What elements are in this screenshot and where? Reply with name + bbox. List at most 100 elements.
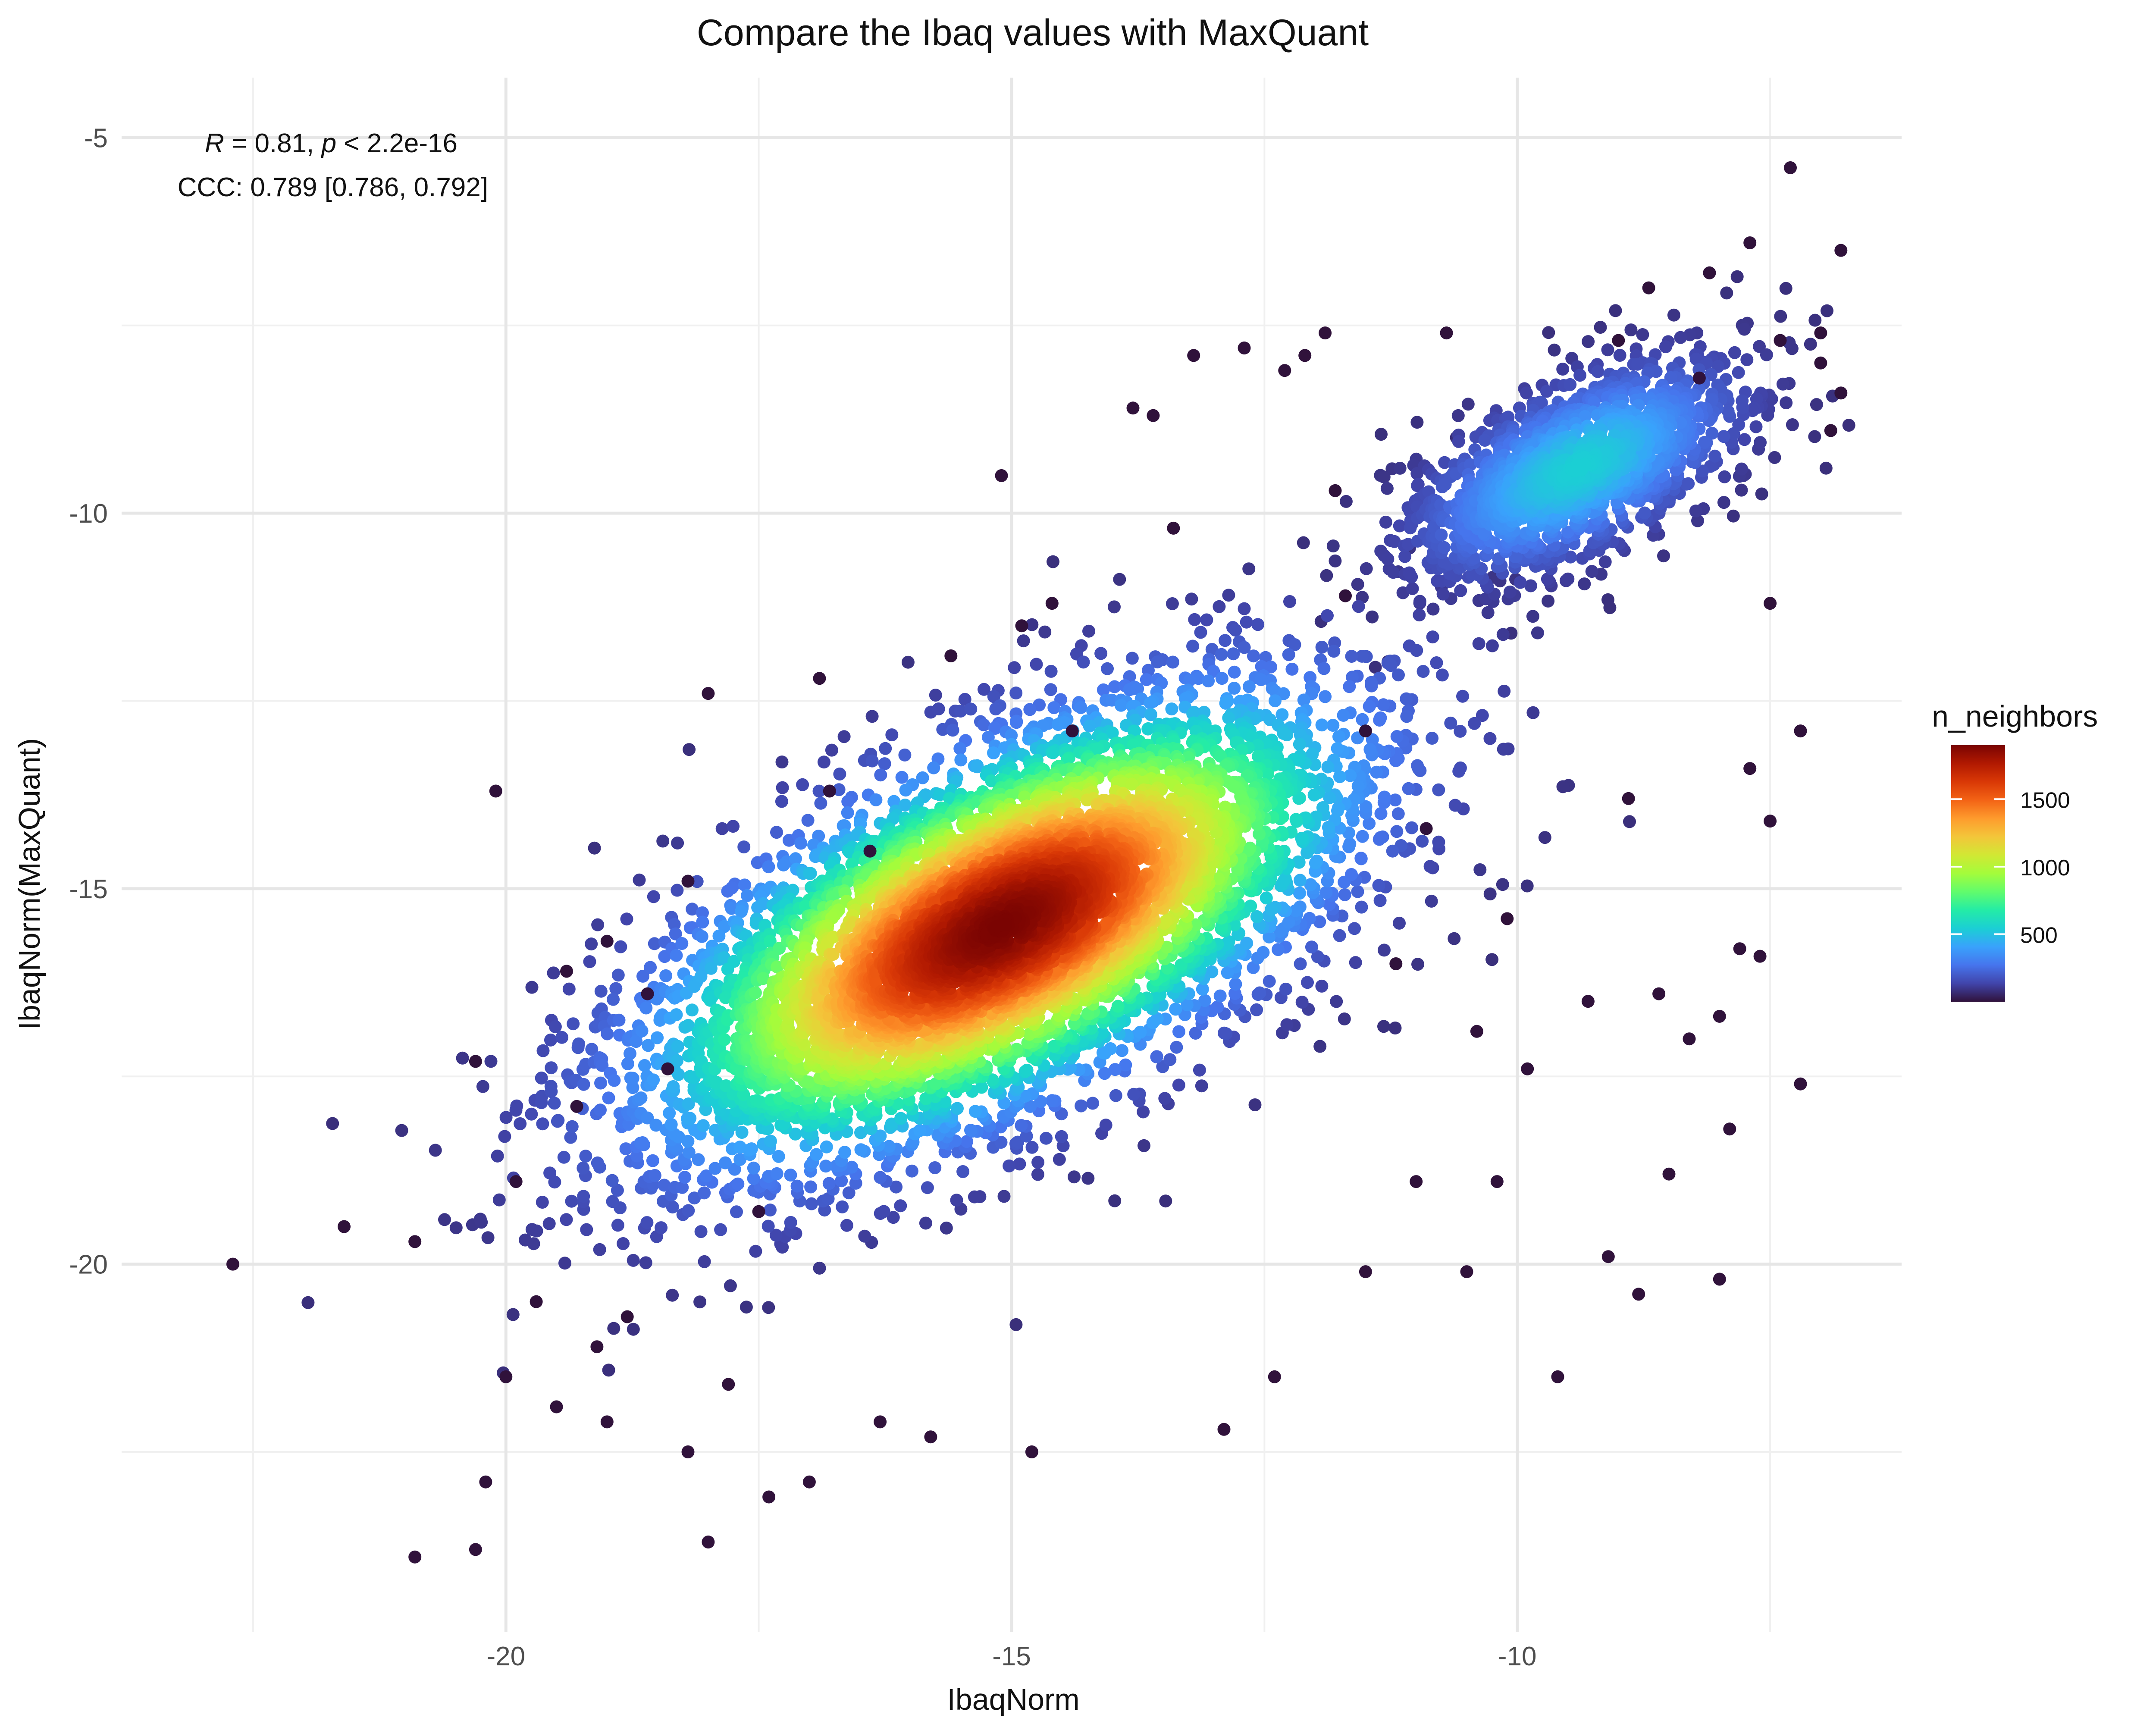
density-point: [791, 1180, 804, 1193]
density-point: [1667, 309, 1680, 322]
density-point: [1820, 462, 1833, 475]
density-point: [1272, 943, 1285, 956]
density-point: [1411, 958, 1424, 971]
density-point: [1717, 496, 1730, 509]
density-point: [695, 970, 708, 983]
density-point: [1082, 625, 1095, 638]
density-point: [1657, 549, 1670, 562]
density-point: [968, 1191, 981, 1204]
density-point: [1391, 730, 1404, 743]
density-point: [1023, 703, 1036, 716]
density-point: [1484, 732, 1497, 745]
density-point: [543, 1217, 556, 1230]
density-point: [1452, 409, 1465, 422]
density-point: [1138, 1139, 1150, 1152]
density-point: [682, 1204, 695, 1217]
density-point: [1720, 286, 1733, 299]
density-point: [1150, 1050, 1163, 1063]
density-point: [617, 1237, 630, 1250]
density-point: [1564, 378, 1576, 391]
density-point: [1449, 799, 1462, 812]
density-point: [1047, 701, 1060, 714]
density-point: [1166, 656, 1179, 669]
density-point: [731, 1178, 744, 1191]
density-point: [577, 1190, 590, 1203]
density-point: [818, 755, 830, 768]
density-point: [577, 1162, 589, 1175]
density-point: [663, 1106, 676, 1119]
density-point: [1497, 628, 1510, 641]
density-point: [697, 1119, 710, 1132]
density-point: [613, 1014, 626, 1027]
density-point: [1188, 613, 1201, 626]
density-point: [1351, 578, 1364, 591]
density-point: [836, 1200, 849, 1213]
density-point: [1377, 1020, 1390, 1033]
density-point: [1473, 863, 1486, 876]
density-point: [1159, 1194, 1172, 1207]
density-point: [583, 955, 596, 968]
density-point: [771, 1167, 783, 1180]
density-point: [1169, 1003, 1182, 1016]
density-point: [1315, 980, 1328, 993]
density-point: [1038, 626, 1051, 639]
density-point: [1219, 634, 1232, 647]
density-point: [1521, 880, 1534, 893]
density-point: [1498, 685, 1510, 698]
density-point: [1437, 588, 1450, 601]
density-point: [1514, 576, 1527, 589]
density-point: [1222, 589, 1235, 602]
density-point: [1843, 419, 1855, 432]
density-point: [1305, 940, 1318, 953]
density-point: [1044, 683, 1057, 696]
density-point: [456, 1052, 469, 1065]
density-point: [1172, 1078, 1185, 1091]
density-point: [1777, 378, 1789, 391]
density-point: [737, 840, 750, 853]
density-point: [1269, 694, 1282, 707]
density-point: [602, 1363, 615, 1376]
density-point: [1526, 610, 1539, 623]
density-point: [838, 730, 851, 743]
density-point: [1375, 807, 1388, 820]
density-point: [1609, 304, 1622, 317]
density-point: [896, 771, 909, 784]
density-point: [1260, 892, 1273, 905]
density-point: [602, 1091, 615, 1104]
density-point: [1780, 282, 1792, 295]
density-point: [498, 1130, 511, 1143]
density-point: [665, 1118, 678, 1131]
density-point: [1109, 1089, 1122, 1102]
density-point: [940, 1222, 953, 1235]
density-point: [749, 986, 762, 999]
density-point: [1486, 639, 1499, 652]
density-point: [820, 1141, 833, 1153]
density-point: [1218, 1027, 1231, 1040]
density-point: [1326, 719, 1339, 732]
density-point: [651, 1031, 664, 1044]
density-point: [545, 1085, 558, 1098]
density-point: [1101, 662, 1114, 675]
density-point: [932, 702, 945, 715]
density-point: [1263, 975, 1276, 988]
density-point: [1732, 366, 1745, 379]
density-point: [543, 1166, 556, 1179]
density-point: [1601, 343, 1614, 356]
density-point: [1405, 821, 1418, 834]
density-point: [1413, 608, 1426, 621]
density-point: [1081, 1172, 1094, 1185]
density-point: [395, 1124, 408, 1137]
density-point: [1296, 996, 1309, 1009]
density-point: [666, 1289, 679, 1302]
density-point: [1786, 342, 1799, 355]
density-point: [525, 1108, 538, 1121]
density-point: [1165, 702, 1178, 715]
density-point: [572, 1041, 585, 1054]
density-point: [902, 656, 915, 669]
density-point: [1194, 626, 1207, 639]
density-point: [681, 1135, 694, 1148]
density-point: [784, 1169, 797, 1182]
density-point: [1238, 602, 1251, 615]
density-point: [1277, 727, 1290, 740]
density-point: [671, 884, 683, 897]
